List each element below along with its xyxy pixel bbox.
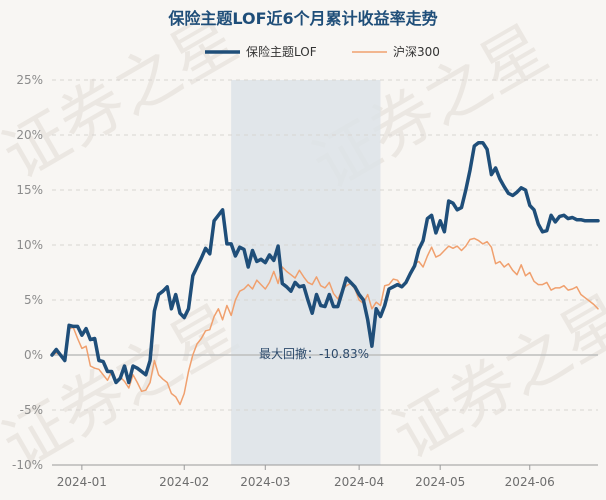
max-drawdown-label: 最大回撤：-10.83%	[259, 346, 369, 361]
y-axis: -10% -5% 0% 5% 10% 15% 20% 25%	[12, 73, 43, 472]
x-tick-label: 2024-01	[57, 475, 107, 489]
y-tick-label: 25%	[16, 73, 43, 87]
y-tick-label: -5%	[20, 403, 43, 417]
y-tick-label: 15%	[16, 183, 43, 197]
x-tick-label: 2024-06	[505, 475, 555, 489]
x-tick-label: 2024-02	[159, 475, 209, 489]
max-drawdown-band	[231, 80, 381, 465]
series-line-index	[51, 237, 599, 406]
y-tick-label: 0%	[24, 348, 43, 362]
x-tick-label: 2024-03	[240, 475, 290, 489]
legend: 保险主题LOF 沪深300	[205, 44, 440, 59]
watermark-text-0: 证券之星	[0, 2, 250, 194]
y-tick-label: -10%	[12, 458, 43, 472]
watermark-text-3: 证券之星	[381, 282, 606, 474]
series-line-fund	[50, 140, 600, 385]
legend-label-fund: 保险主题LOF	[246, 44, 317, 59]
x-tick-label: 2024-05	[415, 475, 465, 489]
y-tick-label: 10%	[16, 238, 43, 252]
series-lines	[50, 140, 600, 406]
chart-title: 保险主题LOF近6个月累计收益率走势	[167, 9, 437, 28]
y-tick-label: 20%	[16, 128, 43, 142]
x-tick-label: 2024-04	[334, 475, 384, 489]
y-tick-label: 5%	[24, 293, 43, 307]
legend-label-index: 沪深300	[393, 45, 440, 59]
x-axis: 2024-01 2024-02 2024-03 2024-04 2024-05 2024-…	[52, 464, 598, 489]
